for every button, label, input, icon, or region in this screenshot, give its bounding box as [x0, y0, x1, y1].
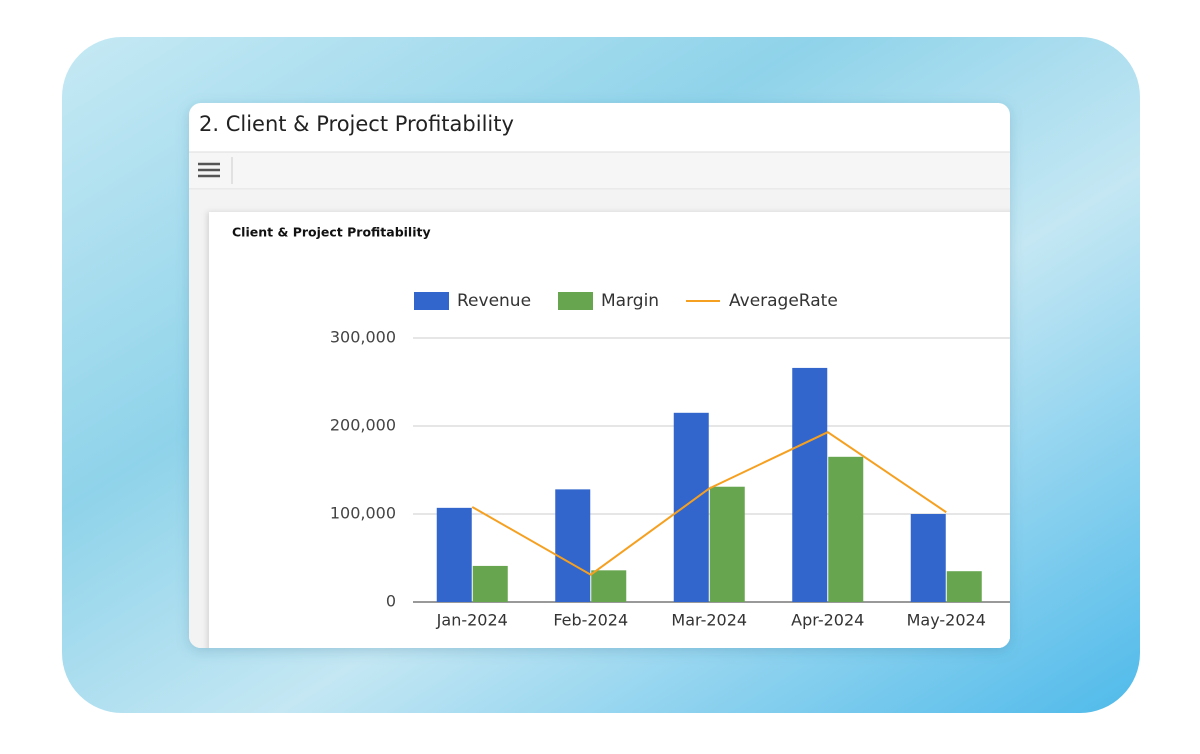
- line: [471, 431, 947, 576]
- bar: [436, 507, 472, 602]
- x-tick-label: Feb-2024: [553, 611, 628, 630]
- bar: [673, 412, 709, 602]
- bar: [828, 456, 864, 602]
- bar: [910, 514, 946, 602]
- legend-label: Margin: [601, 291, 659, 311]
- bar: [591, 570, 627, 602]
- x-tick-label: Mar-2024: [671, 611, 747, 630]
- card-title: 2. Client & Project Profitability: [199, 112, 514, 136]
- toolbar: [189, 152, 1010, 189]
- y-tick-label: 100,000: [330, 504, 396, 523]
- y-tick-label: 300,000: [330, 328, 396, 347]
- legend-swatch: [414, 292, 449, 310]
- bar: [555, 489, 591, 602]
- chart-title: Client & Project Profitability: [232, 225, 431, 240]
- bar: [472, 565, 508, 602]
- legend-label: AverageRate: [729, 291, 838, 311]
- bar: [792, 367, 828, 602]
- legend-label: Revenue: [457, 291, 531, 311]
- bar: [946, 571, 982, 602]
- bar: [709, 486, 745, 602]
- y-tick-label: 0: [386, 592, 396, 611]
- legend-swatch: [558, 292, 593, 310]
- y-tick-label: 200,000: [330, 416, 396, 435]
- x-tick-label: Jan-2024: [436, 611, 508, 630]
- menu-button[interactable]: [198, 162, 220, 178]
- x-tick-label: Apr-2024: [791, 611, 864, 630]
- x-tick-label: May-2024: [907, 611, 986, 630]
